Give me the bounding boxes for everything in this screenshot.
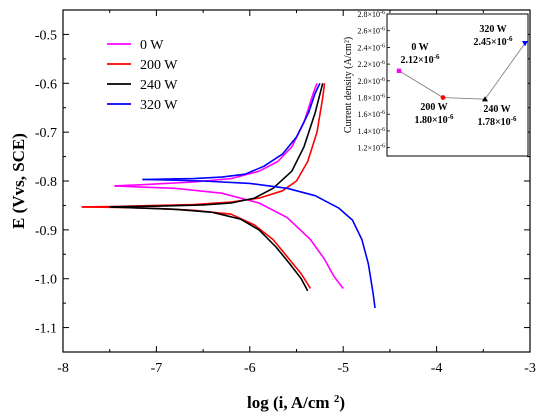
x-tick-label: -5 (337, 361, 349, 376)
inset-y-tick-exponent: -6 (380, 10, 385, 16)
series-line-320w-anodic (142, 82, 321, 181)
legend-label: 320 W (140, 98, 178, 113)
inset-y-axis-label: Current density (A/cm²) (343, 37, 354, 133)
curves-group (81, 82, 376, 309)
inset-point-value: 2.45×10-6 (473, 35, 513, 48)
inset-y-tick-label: 2.4×10-6 (357, 43, 385, 52)
inset-point-value: 1.80×10-6 (414, 113, 454, 126)
y-tick-label: -0.5 (35, 28, 57, 43)
inset-point-value-exponent: -6 (434, 53, 440, 61)
inset-marker-200w (440, 95, 446, 100)
inset-point-label: 240 W (483, 104, 510, 115)
inset-y-tick-label: 2.2×10-6 (357, 60, 385, 69)
inset-y-tick-exponent: -6 (380, 110, 385, 116)
x-axis-label-tail: ) (339, 393, 345, 412)
inset-y-tick-exponent: -6 (380, 43, 385, 49)
legend-label: 0 W (140, 38, 164, 53)
x-tick-label: -3 (524, 361, 536, 376)
inset-y-tick-label: 1.4×10-6 (357, 127, 385, 136)
x-tick-label: -7 (151, 361, 163, 376)
inset-marker-240w (482, 96, 488, 102)
inset-frame (386, 13, 529, 157)
inset-plot-group: 0 W2.12×10-6 200 W1.80×10-6 240 W1.78×10-6… (396, 24, 528, 128)
y-tick-label: -1.0 (35, 273, 57, 288)
y-tick-label: -1.1 (35, 322, 57, 337)
inset-point-value-exponent: -6 (448, 113, 454, 121)
inset-marker-320w (522, 41, 528, 47)
inset-y-tick-label: 1.8×10-6 (357, 94, 385, 103)
inset-y-tick-label: 1.6×10-6 (357, 110, 385, 119)
inset-point-label: 200 W (420, 102, 447, 113)
x-axis-label-text: log (i, A/cm (247, 393, 330, 412)
inset-ticks-group: 1.2×10-6 1.4×10-6 1.6×10-6 1.8×10-6 2.0×10-6… (357, 10, 390, 153)
x-axis-label-superscript: 2 (334, 393, 340, 405)
inset-chart: Current density (A/cm²) 1.2×10-6 1.4×10-6… (343, 10, 529, 157)
inset-y-tick-exponent: -6 (380, 144, 385, 150)
y-tick-label: -0.6 (35, 77, 57, 92)
x-tick-label: -4 (431, 361, 443, 376)
series-line-0w-cathodic (114, 185, 344, 289)
inset-point-value: 2.12×10-6 (400, 53, 440, 66)
inset-y-tick-label: 2.8×10-6 (357, 10, 385, 19)
inset-y-tick-exponent: -6 (380, 60, 385, 66)
legend-label: 240 W (140, 78, 178, 93)
inset-y-tick-exponent: -6 (380, 27, 385, 33)
inset-point-value-exponent: -6 (511, 115, 517, 123)
series-line-0w-anodic (114, 83, 318, 187)
y-tick-label: -0.8 (35, 175, 57, 190)
x-tick-label: -8 (57, 361, 69, 376)
inset-line (398, 42, 526, 100)
series-line-320w-cathodic (142, 178, 376, 309)
inset-y-tick-exponent: -6 (380, 94, 385, 100)
inset-point-label: 0 W (411, 42, 428, 53)
x-tick-label: -6 (244, 361, 256, 376)
inset-y-tick-label: 2.6×10-6 (357, 27, 385, 36)
inset-y-tick-exponent: -6 (380, 77, 385, 83)
y-tick-label: -0.9 (35, 224, 57, 239)
inset-y-tick-label: 2.0×10-6 (357, 77, 385, 86)
inset-y-tick-exponent: -6 (380, 127, 385, 133)
inset-point-label: 320 W (479, 24, 506, 35)
y-tick-label: -0.7 (35, 126, 57, 141)
legend: 0 W 200 W 240 W 320 W (107, 38, 178, 113)
x-axis-label: log (i, A/cm 2) (247, 393, 345, 412)
series-line-240w-anodic (109, 83, 324, 208)
y-axis-label: E (Vvs, SCE) (9, 133, 28, 229)
inset-y-tick-label: 1.2×10-6 (357, 144, 385, 153)
ticks-group: -8 -7 -6 -5 -4 -3 -0.5 -0.6 -0.7 -0.8 -0.9 -1.0 -1.1 (35, 10, 536, 376)
legend-label: 200 W (140, 58, 178, 73)
inset-marker-0w (396, 68, 402, 73)
inset-point-value: 1.78×10-6 (477, 115, 517, 128)
series-line-240w-cathodic (109, 206, 309, 292)
inset-point-value-exponent: -6 (507, 35, 513, 43)
